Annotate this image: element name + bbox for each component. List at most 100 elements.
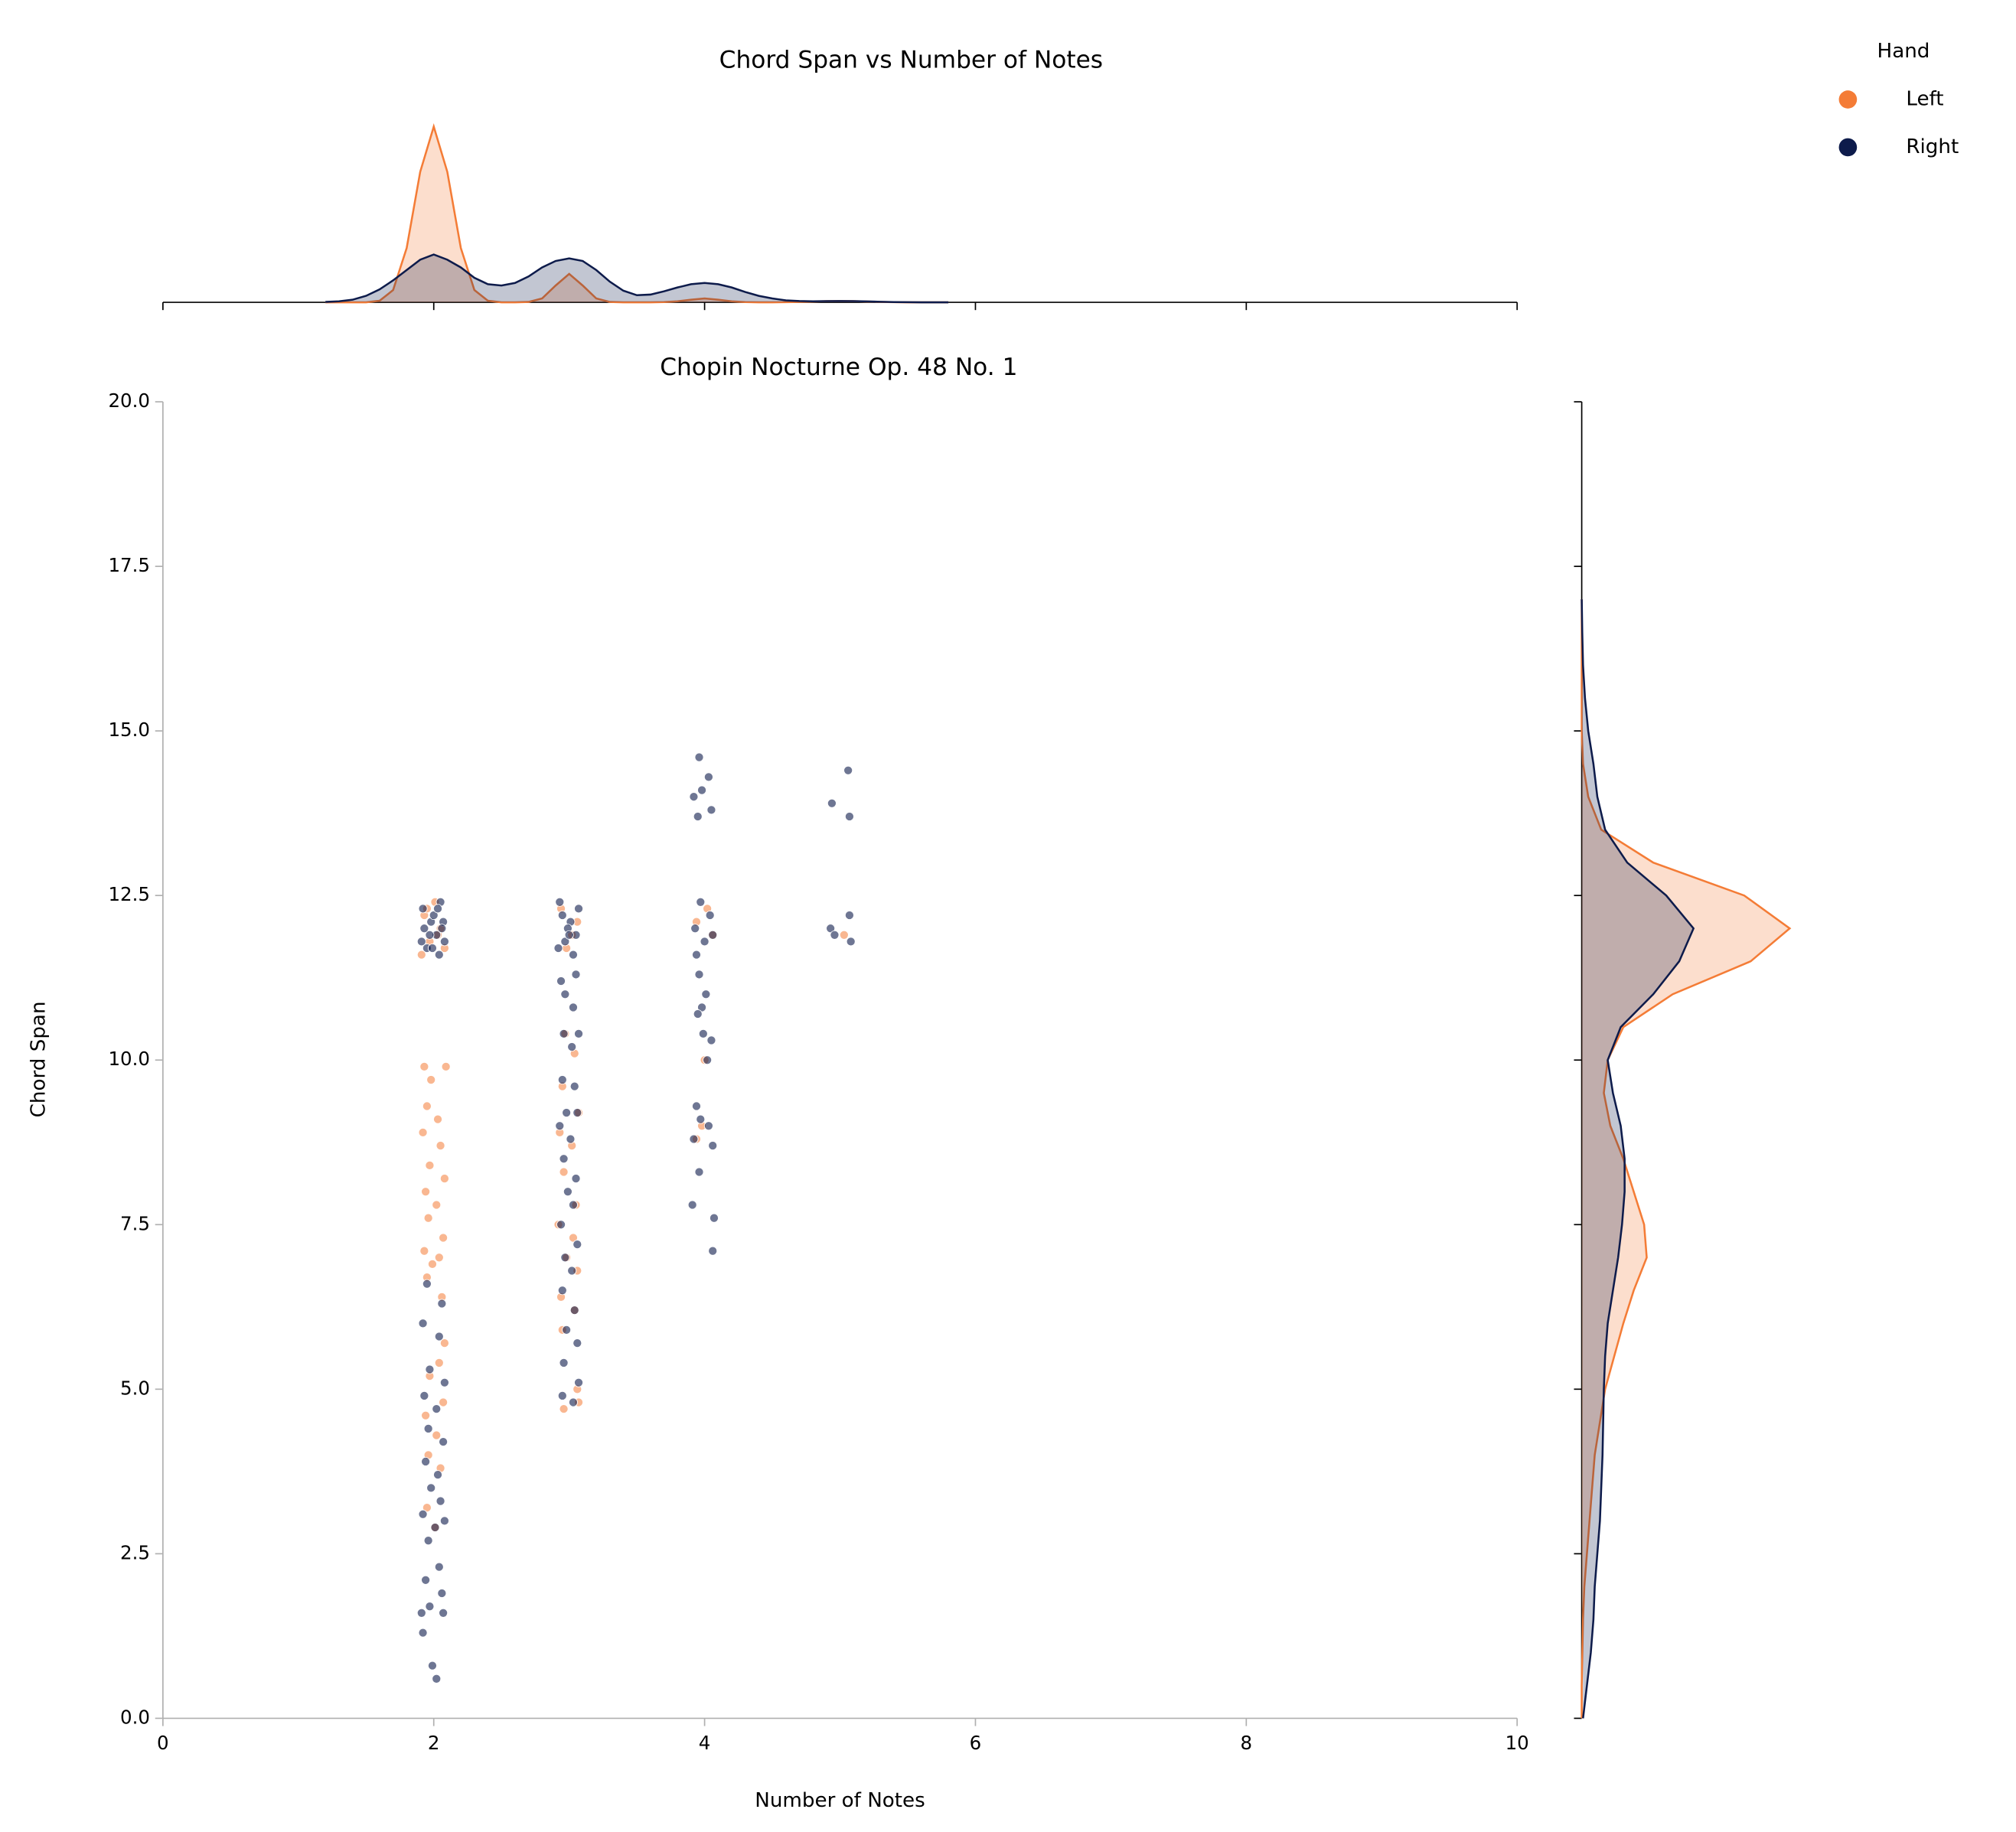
scatter-point	[568, 1233, 578, 1243]
scatter-point	[696, 897, 706, 907]
scatter-point	[432, 1430, 442, 1440]
scatter-point	[827, 798, 837, 808]
scatter-point	[689, 792, 699, 802]
scatter-point	[419, 1390, 429, 1400]
scatter-point	[555, 897, 565, 907]
scatter-point	[425, 1602, 435, 1612]
scatter-point	[555, 1121, 565, 1131]
scatter-point	[421, 1575, 431, 1585]
scatter-point	[708, 1141, 718, 1151]
scatter-point	[434, 1358, 444, 1367]
scatter-point	[567, 1042, 577, 1052]
scatter-point	[571, 1174, 581, 1184]
legend-label: Right	[1906, 135, 1959, 158]
scatter-point	[425, 1364, 435, 1374]
scatter-point	[439, 1338, 449, 1348]
scatter-point	[423, 1536, 433, 1546]
scatter-point	[423, 1213, 433, 1223]
scatter-point	[839, 930, 849, 940]
scatter-point	[826, 924, 836, 934]
suptitle: Chord Span vs Number of Notes	[719, 46, 1103, 73]
scatter-point	[567, 1266, 577, 1276]
scatter-point	[566, 1134, 576, 1144]
scatter-point	[419, 924, 429, 934]
scatter-point	[559, 1358, 569, 1367]
scatter-point	[433, 904, 443, 914]
scatter-point	[830, 930, 840, 940]
scatter-point	[843, 765, 853, 775]
scatter-point	[559, 1154, 569, 1164]
legend-marker	[1838, 90, 1858, 109]
scatter-point	[427, 1661, 437, 1671]
x-tick-label: 10	[1505, 1732, 1529, 1754]
scatter-point	[434, 1253, 444, 1263]
scatter-point	[703, 772, 713, 782]
scatter-point	[706, 805, 716, 815]
scatter-point	[426, 1483, 436, 1493]
scatter-point	[687, 1200, 697, 1210]
x-tick-label: 2	[428, 1732, 440, 1754]
scatter-point	[429, 911, 439, 920]
scatter-point	[419, 1061, 429, 1071]
scatter-point	[557, 1075, 567, 1085]
y-axis-label: Chord Span	[27, 1001, 50, 1117]
chart-title: Chopin Nocturne Op. 48 No. 1	[660, 354, 1017, 381]
scatter-point	[418, 1319, 428, 1328]
scatter-point	[557, 911, 567, 920]
scatter-point	[419, 1246, 429, 1256]
x-tick-label: 6	[970, 1732, 982, 1754]
scatter-point	[568, 1200, 578, 1210]
scatter-point	[416, 937, 426, 947]
scatter-point	[425, 930, 435, 940]
scatter-point	[439, 1516, 449, 1526]
scatter-point	[418, 1127, 428, 1137]
scatter-point	[421, 1187, 431, 1197]
scatter-point	[556, 1220, 566, 1230]
scatter-point	[439, 1608, 449, 1618]
scatter-point	[426, 1075, 436, 1085]
scatter-point	[427, 944, 437, 953]
kde-fill	[325, 126, 949, 303]
scatter-point	[439, 937, 449, 947]
scatter-point	[571, 970, 581, 980]
scatter-point	[846, 937, 856, 947]
scatter-point	[418, 1628, 428, 1638]
scatter-point	[701, 989, 711, 999]
scatter-point	[560, 1253, 570, 1263]
scatter-point	[437, 1589, 447, 1598]
scatter-point	[432, 1674, 442, 1684]
scatter-point	[432, 1404, 442, 1414]
scatter-point	[422, 1101, 432, 1111]
scatter-point	[568, 1397, 578, 1407]
scatter-point	[560, 989, 570, 999]
scatter-point	[430, 1522, 440, 1532]
scatter-point	[706, 1035, 716, 1045]
scatter-point	[441, 1061, 451, 1071]
scatter-point	[703, 1121, 713, 1131]
scatter-point	[568, 1002, 578, 1012]
scatter-point	[698, 1028, 708, 1038]
scatter-point	[418, 1509, 428, 1519]
kde-fill	[1581, 599, 1790, 1719]
scatter-point	[418, 904, 428, 914]
scatter-point	[439, 1397, 449, 1407]
scatter-point	[694, 752, 704, 762]
scatter-point	[693, 1009, 703, 1019]
scatter-point	[559, 1028, 569, 1038]
scatter-point	[574, 1028, 584, 1038]
scatter-point	[693, 811, 703, 821]
kde-fill	[1581, 599, 1694, 1719]
scatter-point	[559, 1167, 569, 1177]
scatter-point	[696, 1114, 706, 1124]
scatter-point	[564, 930, 574, 940]
scatter-point	[439, 1233, 449, 1243]
scatter-point	[708, 1246, 718, 1256]
scatter-point	[573, 1108, 582, 1118]
scatter-point	[568, 950, 578, 960]
legend-marker	[1838, 138, 1858, 157]
scatter-point	[694, 970, 704, 980]
scatter-point	[844, 911, 854, 920]
scatter-point	[556, 976, 566, 986]
